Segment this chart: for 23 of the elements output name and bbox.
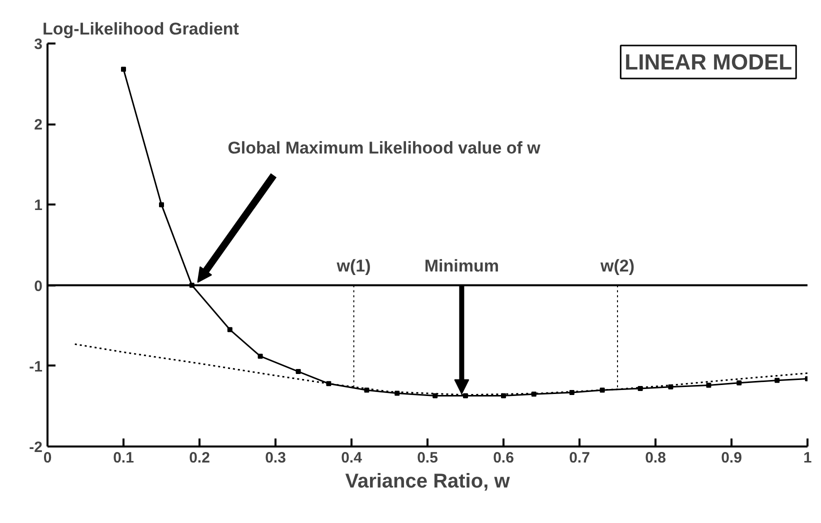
- ref-line-label: w(2): [600, 256, 634, 276]
- y-tick-label: -2: [29, 439, 43, 456]
- x-tick-label: 0.4: [341, 450, 363, 466]
- x-tick-label: 0.6: [493, 450, 514, 466]
- y-tick-label: 0: [34, 278, 42, 295]
- x-tick-label: 1: [803, 450, 812, 466]
- y-tick-label: -1: [29, 358, 43, 376]
- x-tick-label: 0.7: [569, 450, 590, 466]
- x-tick-label: 0.5: [417, 450, 438, 466]
- annotation: Minimum: [424, 256, 500, 276]
- annotation: Global Maximum Likelihood value of w: [228, 138, 542, 158]
- x-tick-label: 0.1: [113, 450, 134, 466]
- ref-line-label: w(1): [336, 256, 371, 276]
- x-tick-label: 0.8: [645, 450, 666, 466]
- annotation: LINEAR MODEL: [624, 50, 792, 74]
- y-axis-title: Log-Likelihood Gradient: [42, 20, 240, 38]
- x-tick-label: 0.2: [189, 450, 210, 466]
- x-axis-title: Variance Ratio, w: [345, 470, 510, 492]
- y-tick-label: 2: [34, 116, 42, 134]
- x-tick-label: 0.9: [721, 450, 742, 466]
- y-tick-label: 1: [34, 197, 42, 214]
- y-tick-label: 3: [34, 36, 42, 53]
- x-tick-label: 0.3: [265, 450, 286, 466]
